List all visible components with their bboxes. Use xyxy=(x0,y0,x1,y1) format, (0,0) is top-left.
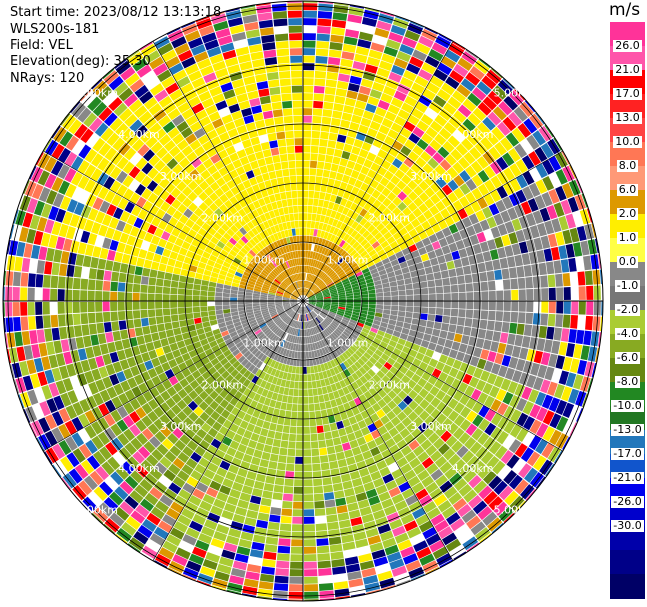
colorbar-swatch xyxy=(610,550,645,575)
colorbar-label: 0.0 xyxy=(616,255,639,268)
azimuth-line xyxy=(43,150,563,452)
colorbar-label: 17.0 xyxy=(613,87,642,100)
range-label: 5.00km xyxy=(494,504,536,517)
colorbar-label: -8.0 xyxy=(614,375,641,388)
elevation-label: Elevation(deg): 35.30 xyxy=(10,54,151,69)
range-label: 3.00km xyxy=(410,420,452,433)
range-label: 3.00km xyxy=(160,420,202,433)
range-label: 2.00km xyxy=(202,378,244,391)
colorbar-label: -26.0 xyxy=(611,495,644,508)
range-label: 4.00km xyxy=(118,128,160,141)
range-label: 5.00km xyxy=(494,86,536,99)
range-label: 5.00km xyxy=(76,504,118,517)
range-label: 2.00km xyxy=(202,212,244,225)
range-ring xyxy=(184,182,422,420)
range-ring xyxy=(125,123,481,479)
colorbar-label: 26.0 xyxy=(613,39,642,52)
station-label: WLS200s-181 xyxy=(10,22,100,37)
colorbar-label: -2.0 xyxy=(614,303,641,316)
range-ring xyxy=(7,5,599,597)
range-label: 1.00km xyxy=(327,253,369,266)
start-time-label: Start time: 2023/08/12 13:13:18 xyxy=(10,5,222,20)
range-label: 4.00km xyxy=(452,462,494,475)
colorbar-label: -6.0 xyxy=(614,351,641,364)
range-ring xyxy=(66,64,540,538)
colorbar-label: -17.0 xyxy=(611,447,644,460)
nrays-label: NRays: 120 xyxy=(10,71,85,86)
range-label: 4.00km xyxy=(452,128,494,141)
colorbar-label: -13.0 xyxy=(611,423,644,436)
colorbar-label: 21.0 xyxy=(613,63,642,76)
colorbar-label: -21.0 xyxy=(611,471,644,484)
range-label: 1.00km xyxy=(327,337,369,350)
colorbar-label: 13.0 xyxy=(613,111,642,124)
colorbar-swatch xyxy=(610,574,645,599)
range-label: 2.00km xyxy=(368,378,410,391)
colorbar-label: 10.0 xyxy=(613,135,642,148)
field-label: Field: VEL xyxy=(10,38,73,53)
range-label: 4.00km xyxy=(118,462,160,475)
colorbar-label: 1.0 xyxy=(616,231,639,244)
range-label: 1.00km xyxy=(243,337,285,350)
range-label: 2.00km xyxy=(368,212,410,225)
colorbar-label: 8.0 xyxy=(616,159,639,172)
range-label: 1.00km xyxy=(243,253,285,266)
colorbar-label: -30.0 xyxy=(611,519,644,532)
colorbar-unit: m/s xyxy=(609,0,641,20)
colorbar-label: -4.0 xyxy=(614,327,641,340)
colorbar-label: 6.0 xyxy=(616,183,639,196)
velocity-gates xyxy=(3,1,603,601)
range-label: 5.00km xyxy=(76,86,118,99)
colorbar-label: -10.0 xyxy=(611,399,644,412)
colorbar-label: -1.0 xyxy=(614,279,641,292)
range-ring xyxy=(243,241,363,361)
colorbar-label: 2.0 xyxy=(616,207,639,220)
range-label: 3.00km xyxy=(160,170,202,183)
range-label: 3.00km xyxy=(410,170,452,183)
